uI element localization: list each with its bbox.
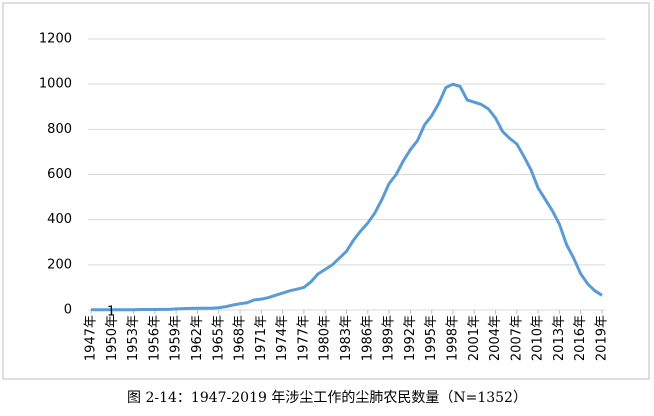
x-tick-label: 1983年 xyxy=(339,315,354,361)
x-tick-label: 1977年 xyxy=(296,315,311,361)
x-tick-label: 1953年 xyxy=(126,315,141,361)
x-tick-label: 1992年 xyxy=(403,315,418,361)
x-tick-label: 2019年 xyxy=(595,315,610,361)
y-tick-label: 600 xyxy=(47,167,72,182)
line xyxy=(91,82,603,312)
data-label: 1 xyxy=(107,304,115,319)
x-tick-label: 1995年 xyxy=(424,315,439,361)
y-tick-label: 200 xyxy=(47,257,72,272)
x-tick-label: 2001年 xyxy=(467,315,482,361)
x-tick-label: 1968年 xyxy=(233,315,248,361)
x-tick-label: 1980年 xyxy=(318,315,333,361)
y-tick-label: 1000 xyxy=(39,77,72,92)
x-tick-label: 1965年 xyxy=(211,315,226,361)
x-tick-label: 1956年 xyxy=(147,315,162,361)
x-tick-label: 2004年 xyxy=(488,315,503,361)
x-tick-label: 1974年 xyxy=(275,315,290,361)
x-tick-label: 1986年 xyxy=(360,315,375,361)
x-tick-label: 1947年 xyxy=(84,315,99,361)
y-tick-label: 1200 xyxy=(39,32,72,47)
x-tick-label: 1989年 xyxy=(382,315,397,361)
y-tick-label: 0 xyxy=(64,303,72,318)
x-tick-label: 1959年 xyxy=(169,315,184,361)
x-tick-label: 1971年 xyxy=(254,315,269,361)
y-tick-label: 800 xyxy=(47,122,72,137)
x-tick-label: 1962年 xyxy=(190,315,205,361)
x-tick-label: 1950年 xyxy=(105,315,120,361)
x-tick-label: 2010年 xyxy=(531,315,546,361)
x-tick-label: 1998年 xyxy=(445,315,460,361)
x-tick-label: 2016年 xyxy=(573,315,588,361)
x-tick-label: 2007年 xyxy=(509,315,524,361)
y-tick-label: 400 xyxy=(47,212,72,227)
chart-title: 图 2-14：1947-2019 年涉尘工作的尘肺农民数量（N=1352） xyxy=(127,390,527,406)
x-tick-label: 2013年 xyxy=(552,315,567,361)
